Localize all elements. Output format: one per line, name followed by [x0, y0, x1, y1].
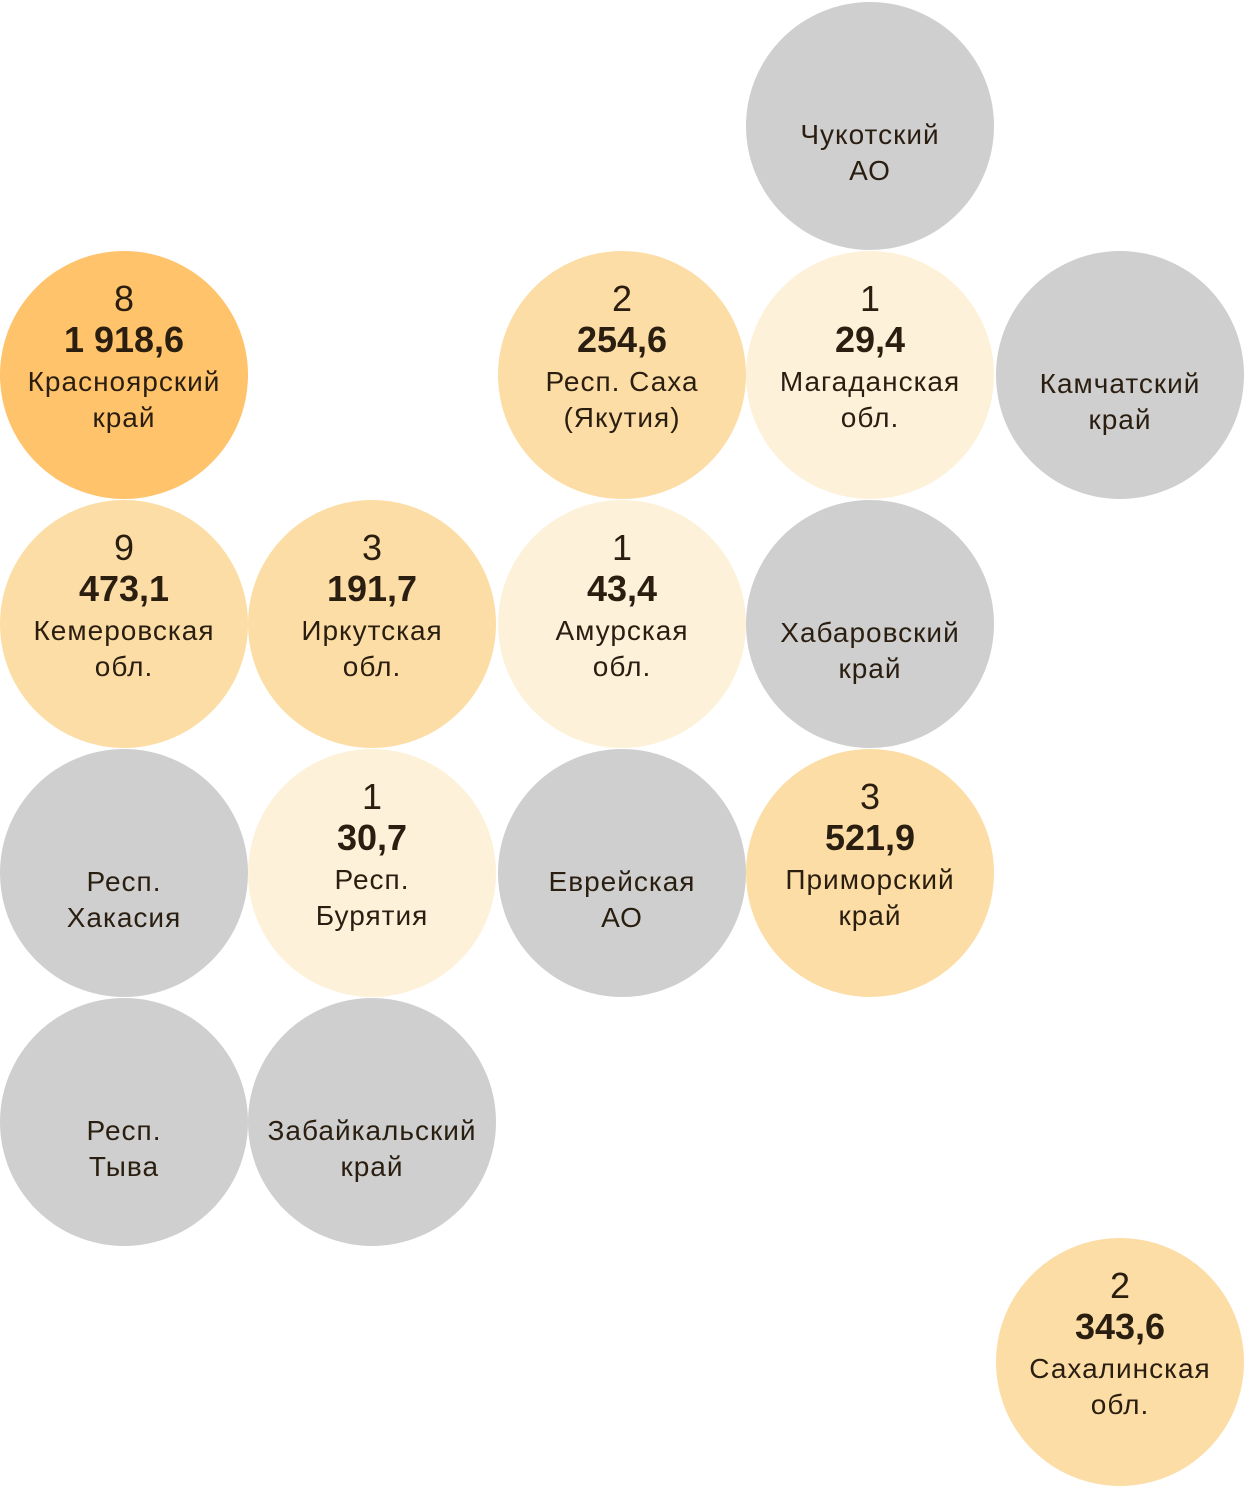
region-name: Амурская: [555, 615, 689, 646]
region-count: 1: [361, 776, 383, 817]
region-name: АО: [601, 902, 643, 933]
region-tile: 3 521,9 Приморский край: [746, 749, 994, 997]
region-name: Респ.: [334, 864, 410, 895]
region-count: 8: [113, 278, 135, 319]
region-name: обл.: [592, 651, 652, 682]
region-tile: Камчатский край: [996, 251, 1244, 499]
region-tile: 9 473,1 Кемеровская обл.: [0, 500, 248, 748]
region-name: обл.: [94, 651, 154, 682]
region-value: 1 918,6: [63, 319, 185, 360]
region-tile: Хабаровский край: [746, 500, 994, 748]
region-name: Иркутская: [301, 615, 443, 646]
region-name: край: [340, 1151, 404, 1182]
region-tile: 3 191,7 Иркутская обл.: [248, 500, 496, 748]
region-value: 43,4: [586, 568, 658, 609]
region-tile: Еврейская АО: [498, 749, 746, 997]
region-count: 9: [113, 527, 135, 568]
region-tile: Респ. Хакасия: [0, 749, 248, 997]
region-name: АО: [849, 155, 891, 186]
region-name: Респ. Саха: [545, 366, 699, 397]
region-name: (Якутия): [563, 402, 681, 433]
region-name: обл.: [840, 402, 900, 433]
region-name: Хакасия: [66, 902, 182, 933]
region-tile: Респ. Тыва: [0, 998, 248, 1246]
region-name: Хабаровский: [780, 617, 960, 648]
region-value: 30,7: [336, 817, 408, 858]
region-value: 343,6: [1074, 1306, 1166, 1347]
region-name: край: [1088, 404, 1152, 435]
region-name: Сахалинская: [1029, 1353, 1211, 1384]
region-name: Кемеровская: [33, 615, 215, 646]
region-name: Тыва: [88, 1151, 160, 1182]
region-name: Красноярский: [27, 366, 221, 397]
region-name: Респ.: [86, 866, 162, 897]
region-tile: Забайкальский край: [248, 998, 496, 1246]
region-count: 2: [611, 278, 633, 319]
region-name: Бурятия: [315, 900, 429, 931]
region-count: 3: [361, 527, 383, 568]
region-count: 2: [1109, 1265, 1131, 1306]
region-name: Респ.: [86, 1115, 162, 1146]
region-tile: 1 29,4 Магаданская обл.: [746, 251, 994, 499]
region-name: Магаданская: [779, 366, 961, 397]
region-tile: 2 343,6 Сахалинская обл.: [996, 1238, 1244, 1486]
region-name: край: [92, 402, 156, 433]
region-tile: 2 254,6 Респ. Саха (Якутия): [498, 251, 746, 499]
region-name: край: [838, 900, 902, 931]
region-count: 1: [859, 278, 881, 319]
region-value: 521,9: [824, 817, 916, 858]
region-name: обл.: [342, 651, 402, 682]
region-count: 3: [859, 776, 881, 817]
region-value: 473,1: [78, 568, 170, 609]
region-tile: 1 43,4 Амурская обл.: [498, 500, 746, 748]
region-value: 191,7: [326, 568, 418, 609]
region-name: Камчатский: [1039, 368, 1201, 399]
region-name: Забайкальский: [267, 1115, 477, 1146]
region-name: Еврейская: [548, 866, 696, 897]
region-tile: Чукотский АО: [746, 2, 994, 250]
region-value: 29,4: [834, 319, 906, 360]
region-name: Приморский: [785, 864, 955, 895]
region-name: край: [838, 653, 902, 684]
region-name: обл.: [1090, 1389, 1150, 1420]
region-name: Чукотский: [800, 119, 940, 150]
region-tile: 1 30,7 Респ. Бурятия: [248, 749, 496, 997]
region-count: 1: [611, 527, 633, 568]
region-value: 254,6: [576, 319, 668, 360]
